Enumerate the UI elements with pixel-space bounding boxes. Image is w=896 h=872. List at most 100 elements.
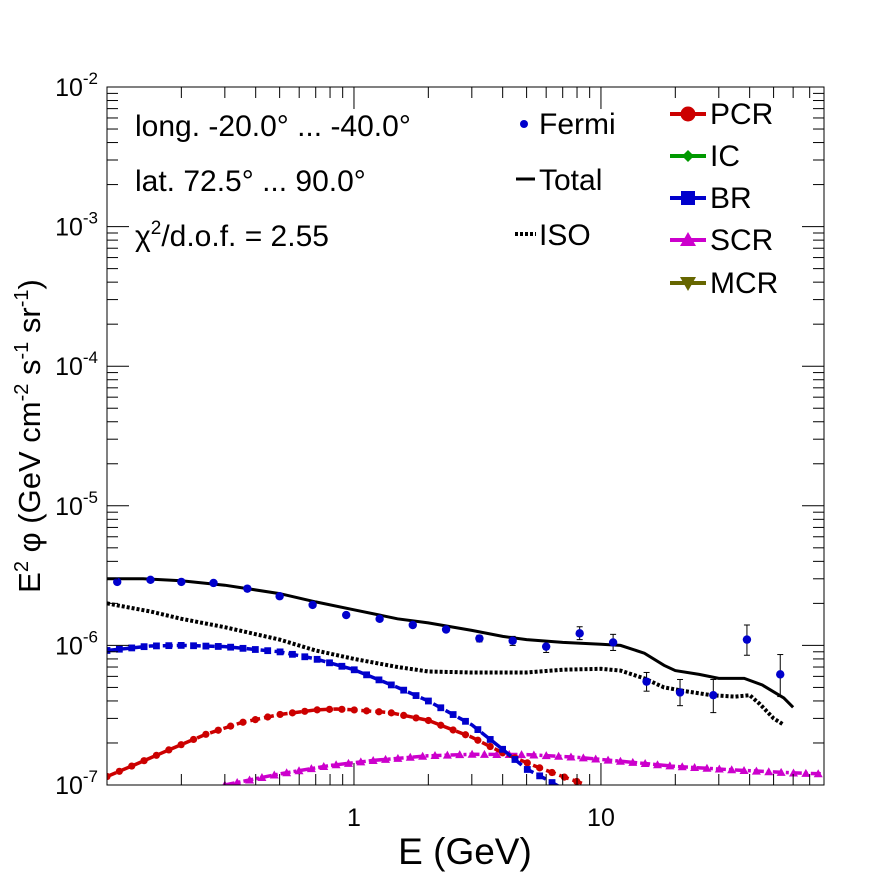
- scr-marker: [603, 755, 613, 764]
- br-marker: [523, 766, 531, 773]
- scr-marker: [801, 768, 811, 777]
- fermi-point: [341, 610, 351, 620]
- plot-frame: [106, 86, 825, 786]
- pcr-marker: [301, 707, 309, 715]
- scr-marker: [233, 778, 242, 785]
- pcr-marker: [375, 708, 383, 716]
- pcr-marker: [140, 757, 148, 765]
- fermi-point: [541, 642, 551, 651]
- br-marker: [140, 643, 148, 651]
- br-marker: [511, 756, 519, 763]
- scr-marker: [356, 757, 366, 766]
- y-label-sup3: -1: [11, 289, 33, 307]
- br-marker: [486, 736, 494, 743]
- pcr-marker: [313, 706, 321, 714]
- br-marker: [289, 650, 296, 658]
- br-marker: [165, 642, 173, 650]
- fermi-point: [642, 677, 651, 686]
- br-marker: [462, 717, 469, 725]
- y-tick-label: 10-3: [55, 209, 98, 242]
- scr-marker: [479, 749, 489, 758]
- pcr-marker: [239, 718, 247, 726]
- pcr-marker: [251, 716, 259, 724]
- fermi-point: [275, 592, 284, 601]
- br-marker: [499, 745, 506, 753]
- pcr-marker: [437, 721, 445, 729]
- scr-marker: [714, 764, 724, 773]
- pcr-marker: [560, 773, 568, 781]
- iso-line: [107, 601, 785, 727]
- longitude-annotation: long. -20.0° ... -40.0°: [135, 110, 411, 143]
- legend-ic-label: IC: [710, 140, 740, 173]
- br-marker: [107, 647, 111, 654]
- scr-marker: [393, 753, 403, 762]
- pcr-marker: [387, 709, 395, 717]
- legend-iso-label: ISO: [539, 219, 591, 252]
- br-marker: [202, 642, 210, 650]
- fermi-point: [475, 634, 484, 643]
- legend-right: PCR IC BR SCR MCR: [670, 98, 778, 300]
- fermi-point: [742, 635, 752, 644]
- scr-marker: [269, 770, 279, 779]
- y-label-prefix: E: [12, 572, 47, 593]
- pcr-marker: [288, 709, 297, 717]
- fermi-point: [441, 625, 451, 634]
- scr-marker: [813, 769, 823, 778]
- scr-marker: [529, 750, 539, 759]
- br-marker: [313, 655, 321, 663]
- y-tick-base: 10: [55, 353, 83, 381]
- pcr-marker: [276, 710, 284, 719]
- x-tick-label: 1: [347, 804, 361, 832]
- pcr-marker: [548, 768, 556, 777]
- y-tick-base: 10: [55, 632, 83, 660]
- scr-marker: [776, 767, 786, 776]
- scr-marker: [455, 750, 465, 759]
- scr-marker: [517, 750, 527, 759]
- fermi-point: [675, 688, 685, 697]
- y-tick-base: 10: [55, 214, 83, 242]
- scr-marker: [282, 768, 292, 777]
- x-tick-label: 10: [587, 804, 615, 832]
- br-marker: [177, 642, 185, 649]
- pcr-marker: [474, 736, 482, 744]
- scr-marker: [727, 765, 737, 774]
- chi-square-annotation: χ2/d.o.f. = 2.55: [135, 218, 329, 253]
- pcr-marker: [177, 741, 185, 749]
- scr-marker: [653, 760, 663, 769]
- y-label-suffix: ): [12, 279, 47, 289]
- br-marker: [264, 647, 272, 655]
- br-marker: [412, 692, 420, 699]
- scr-marker: [628, 757, 638, 766]
- chi-symbol: χ: [135, 220, 151, 253]
- scr-marker: [331, 760, 341, 769]
- br-marker: [449, 711, 457, 718]
- br-marker: [548, 779, 556, 785]
- scr-marker: [257, 773, 267, 782]
- y-tick-exponent: -3: [83, 209, 98, 228]
- fermi-point: [575, 629, 584, 638]
- pcr-marker: [189, 735, 198, 744]
- scr-marker: [430, 751, 440, 760]
- br-marker: [437, 704, 445, 712]
- br-marker: [128, 644, 136, 652]
- pcr-marker: [107, 772, 111, 781]
- scr-marker: [764, 767, 774, 776]
- x-axis-label: E (GeV): [398, 831, 532, 872]
- scr-marker: [566, 752, 576, 761]
- y-tick-exponent: -5: [83, 488, 98, 507]
- y-axis-ticks: 10-710-610-510-410-310-2: [55, 69, 824, 800]
- y-tick-label: 10-7: [55, 767, 98, 800]
- pcr-marker: [449, 726, 457, 734]
- scr-marker: [294, 766, 304, 775]
- pcr-marker: [486, 742, 494, 751]
- y-tick-exponent: -6: [83, 627, 98, 646]
- scr-marker: [405, 752, 415, 761]
- latitude-annotation: lat. 72.5° ... 90.0°: [135, 165, 366, 198]
- chi-superscript: 2: [151, 218, 162, 239]
- br-marker: [190, 642, 197, 650]
- legend-br-label: BR: [710, 182, 752, 215]
- pcr-marker: [338, 705, 346, 713]
- br-marker: [276, 648, 284, 656]
- scr-line: [224, 752, 824, 785]
- legend-fermi-label: Fermi: [539, 108, 616, 141]
